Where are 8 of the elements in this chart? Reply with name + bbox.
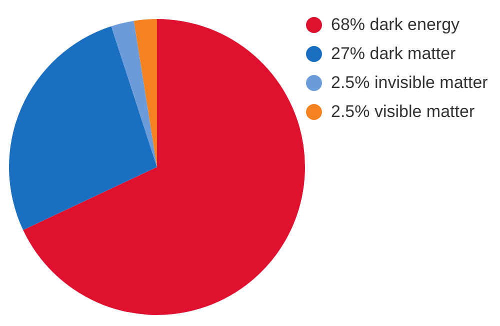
legend-label: 2.5% visible matter	[331, 101, 475, 122]
legend-label: 68% dark energy	[331, 14, 460, 35]
pie-slice	[23, 19, 305, 315]
pie-slice	[9, 26, 157, 230]
legend-label: 2.5% invisible matter	[331, 72, 488, 93]
legend-label: 27% dark matter	[331, 43, 456, 64]
pie-slice	[134, 19, 157, 167]
pie-slice	[111, 20, 157, 167]
